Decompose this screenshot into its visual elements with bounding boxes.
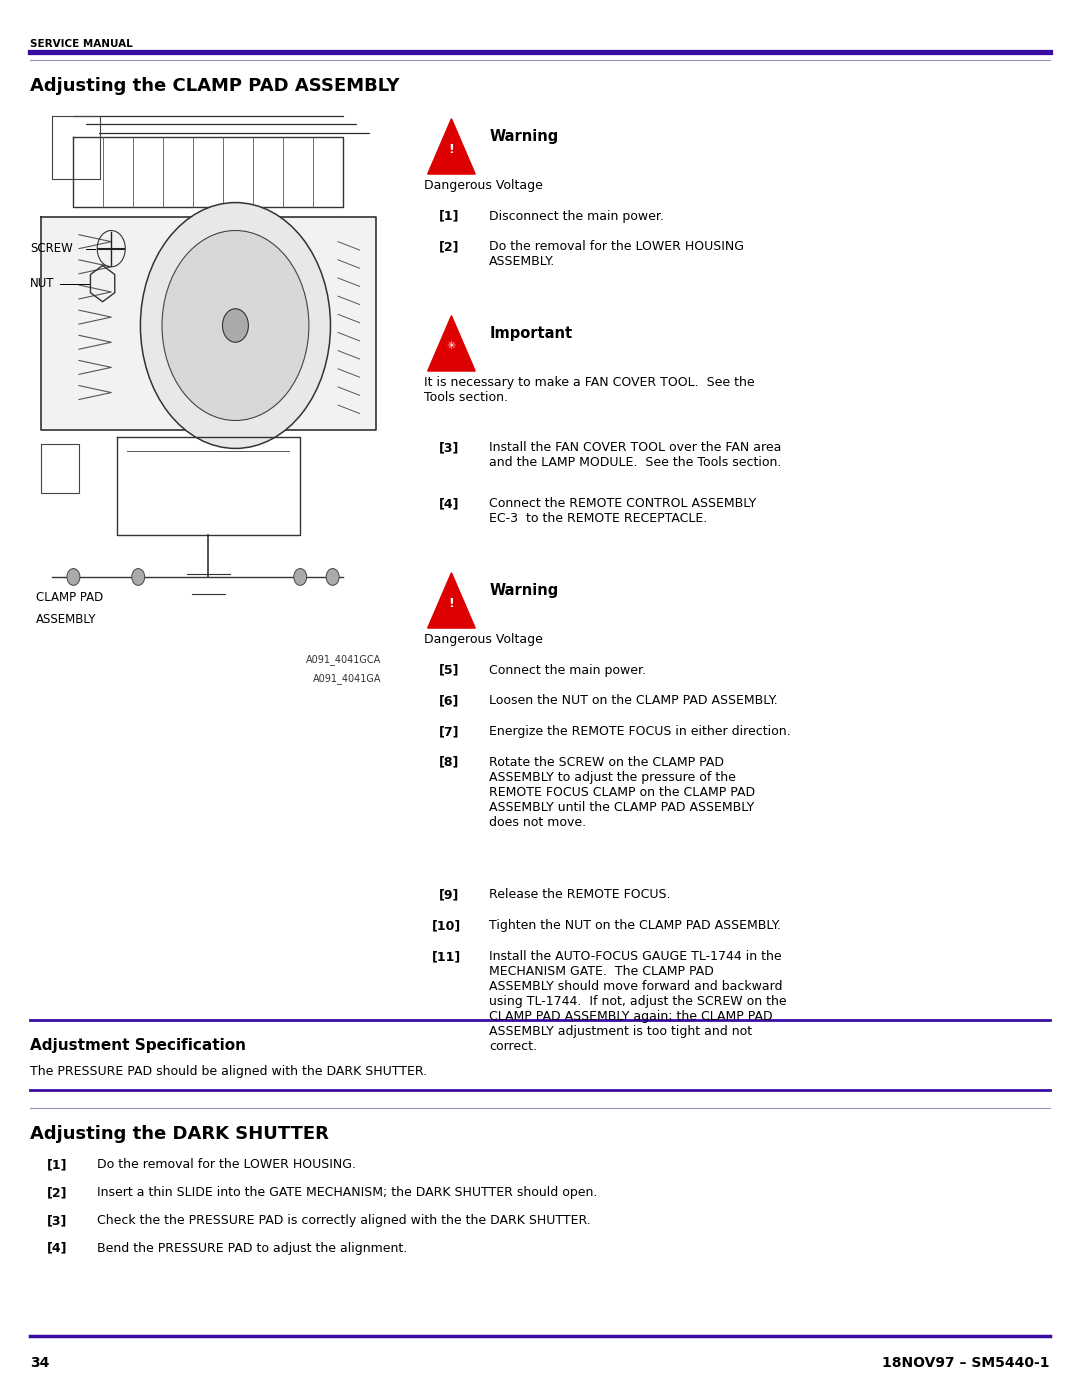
Text: A091_4041GCA: A091_4041GCA <box>306 654 381 665</box>
Circle shape <box>67 569 80 585</box>
Text: A091_4041GA: A091_4041GA <box>313 673 381 685</box>
Text: Energize the REMOTE FOCUS in either direction.: Energize the REMOTE FOCUS in either dire… <box>489 725 791 738</box>
Text: [4]: [4] <box>438 497 459 510</box>
Text: It is necessary to make a FAN COVER TOOL.  See the
Tools section.: It is necessary to make a FAN COVER TOOL… <box>424 376 755 404</box>
Text: Install the FAN COVER TOOL over the FAN area
and the LAMP MODULE.  See the Tools: Install the FAN COVER TOOL over the FAN … <box>489 441 782 469</box>
Text: [4]: [4] <box>46 1242 67 1255</box>
Text: Connect the REMOTE CONTROL ASSEMBLY
EC-3  to the REMOTE RECEPTACLE.: Connect the REMOTE CONTROL ASSEMBLY EC-3… <box>489 497 756 525</box>
Text: [2]: [2] <box>438 240 459 253</box>
Text: Do the removal for the LOWER HOUSING
ASSEMBLY.: Do the removal for the LOWER HOUSING ASS… <box>489 240 744 268</box>
Text: !: ! <box>448 597 455 610</box>
Text: [1]: [1] <box>438 210 459 222</box>
Text: NUT: NUT <box>30 277 55 291</box>
Text: [2]: [2] <box>46 1186 67 1199</box>
Text: 18NOV97 – SM5440-1: 18NOV97 – SM5440-1 <box>882 1356 1050 1370</box>
Text: Warning: Warning <box>489 583 558 598</box>
Text: Insert a thin SLIDE into the GATE MECHANISM; the DARK SHUTTER should open.: Insert a thin SLIDE into the GATE MECHAN… <box>97 1186 597 1199</box>
Text: Connect the main power.: Connect the main power. <box>489 664 646 676</box>
Text: [9]: [9] <box>438 888 459 901</box>
Text: Release the REMOTE FOCUS.: Release the REMOTE FOCUS. <box>489 888 671 901</box>
Text: Check the the PRESSURE PAD is correctly aligned with the the DARK SHUTTER.: Check the the PRESSURE PAD is correctly … <box>97 1214 591 1227</box>
Text: ASSEMBLY: ASSEMBLY <box>36 613 96 626</box>
Text: [5]: [5] <box>438 664 459 676</box>
Text: Disconnect the main power.: Disconnect the main power. <box>489 210 664 222</box>
Text: 34: 34 <box>30 1356 50 1370</box>
Text: Dangerous Voltage: Dangerous Voltage <box>424 179 543 191</box>
Text: Loosen the NUT on the CLAMP PAD ASSEMBLY.: Loosen the NUT on the CLAMP PAD ASSEMBLY… <box>489 694 778 707</box>
Text: [10]: [10] <box>432 919 461 932</box>
Text: [3]: [3] <box>46 1214 67 1227</box>
Text: Rotate the SCREW on the CLAMP PAD
ASSEMBLY to adjust the pressure of the
REMOTE : Rotate the SCREW on the CLAMP PAD ASSEMB… <box>489 756 755 828</box>
FancyBboxPatch shape <box>41 217 376 430</box>
Polygon shape <box>428 316 475 372</box>
Text: Bend the PRESSURE PAD to adjust the alignment.: Bend the PRESSURE PAD to adjust the alig… <box>97 1242 407 1255</box>
Text: SCREW: SCREW <box>30 242 73 256</box>
Circle shape <box>222 309 248 342</box>
Text: Adjusting the CLAMP PAD ASSEMBLY: Adjusting the CLAMP PAD ASSEMBLY <box>30 77 400 95</box>
Text: [6]: [6] <box>438 694 459 707</box>
Text: [1]: [1] <box>46 1158 67 1171</box>
Polygon shape <box>428 119 475 175</box>
Text: Warning: Warning <box>489 129 558 144</box>
Circle shape <box>132 569 145 585</box>
Text: Adjustment Specification: Adjustment Specification <box>30 1038 246 1053</box>
Text: [3]: [3] <box>438 441 459 454</box>
Text: Install the AUTO-FOCUS GAUGE TL-1744 in the
MECHANISM GATE.  The CLAMP PAD
ASSEM: Install the AUTO-FOCUS GAUGE TL-1744 in … <box>489 950 787 1053</box>
Text: Do the removal for the LOWER HOUSING.: Do the removal for the LOWER HOUSING. <box>97 1158 356 1171</box>
Text: Tighten the NUT on the CLAMP PAD ASSEMBLY.: Tighten the NUT on the CLAMP PAD ASSEMBL… <box>489 919 781 932</box>
Text: Dangerous Voltage: Dangerous Voltage <box>424 633 543 645</box>
Text: SERVICE MANUAL: SERVICE MANUAL <box>30 39 133 49</box>
Circle shape <box>326 569 339 585</box>
Text: !: ! <box>448 142 455 156</box>
Text: [7]: [7] <box>438 725 459 738</box>
Circle shape <box>140 203 330 448</box>
Text: [8]: [8] <box>438 756 459 768</box>
Circle shape <box>294 569 307 585</box>
Text: [11]: [11] <box>432 950 461 963</box>
Polygon shape <box>428 573 475 629</box>
Text: CLAMP PAD: CLAMP PAD <box>36 591 103 604</box>
Circle shape <box>162 231 309 420</box>
Text: ✳: ✳ <box>447 341 456 352</box>
Text: The PRESSURE PAD should be aligned with the DARK SHUTTER.: The PRESSURE PAD should be aligned with … <box>30 1065 428 1077</box>
Text: Adjusting the DARK SHUTTER: Adjusting the DARK SHUTTER <box>30 1125 329 1143</box>
Text: Important: Important <box>489 326 572 341</box>
